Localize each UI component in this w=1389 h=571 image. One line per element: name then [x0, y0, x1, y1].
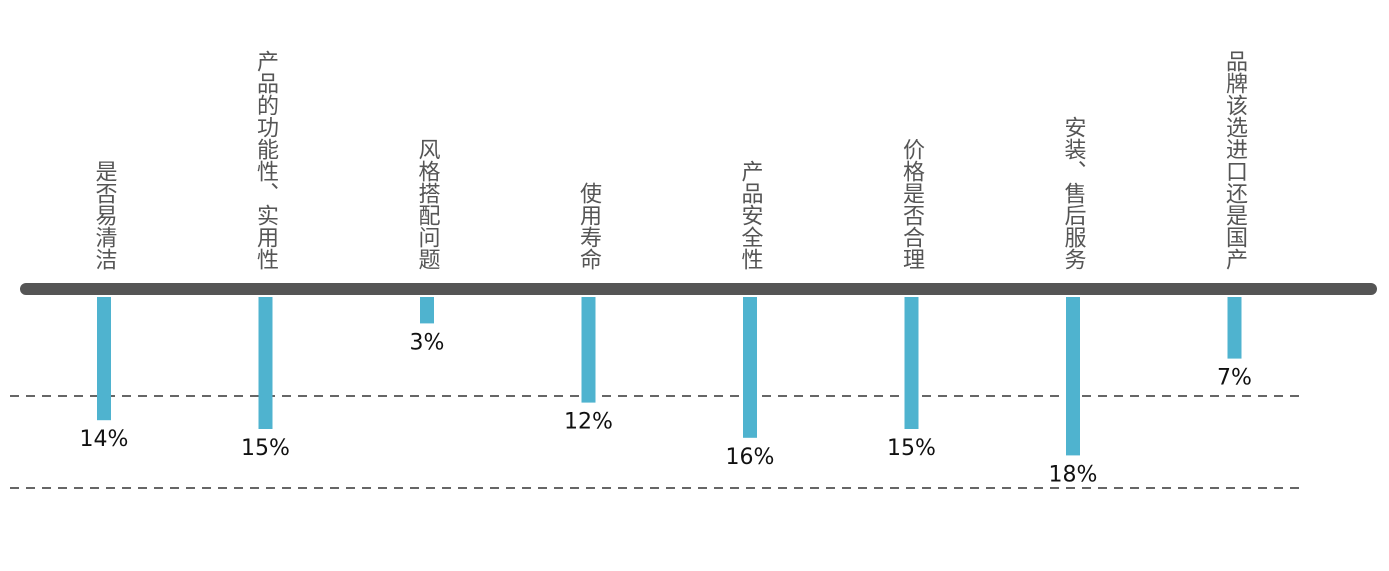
value-label: 7%: [1217, 366, 1252, 391]
bar: [1227, 297, 1242, 359]
value-label: 16%: [726, 445, 775, 470]
bar: [258, 297, 273, 429]
value-label: 12%: [564, 410, 613, 435]
bar: [1066, 297, 1080, 456]
bar: [420, 297, 434, 324]
bar: [97, 297, 111, 421]
category-label: 安装、售后服务: [1061, 116, 1087, 270]
category-label: 产品安全性: [738, 160, 764, 270]
value-label: 14%: [80, 427, 129, 452]
value-label: 15%: [887, 436, 936, 461]
category-label: 风格搭配问题: [415, 138, 441, 270]
bar: [904, 297, 919, 429]
value-label: 18%: [1049, 462, 1098, 487]
category-label: 产品的功能性、实用性: [253, 50, 279, 270]
category-label: 品牌该选进口还是国产: [1222, 50, 1248, 270]
category-label: 价格是否合理: [899, 138, 925, 270]
category-label: 使用寿命: [576, 182, 602, 270]
value-label: 15%: [241, 436, 290, 461]
bar: [581, 297, 596, 403]
value-label: 3%: [410, 330, 445, 355]
bar: [743, 297, 757, 438]
category-label: 是否易清洁: [92, 160, 118, 270]
